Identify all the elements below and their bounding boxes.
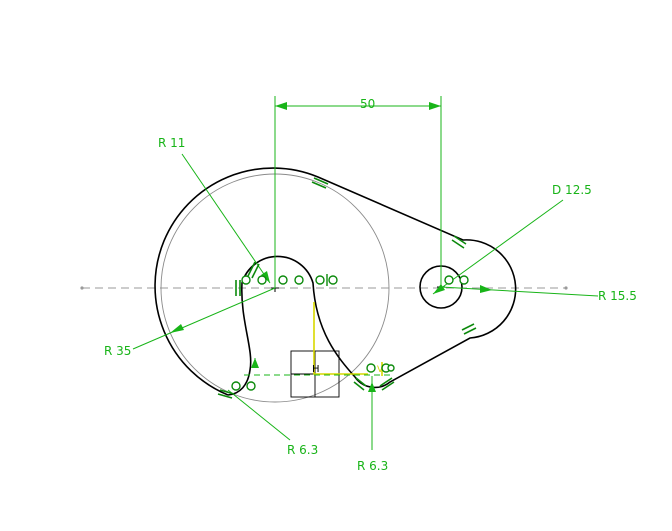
constraint-point [387,364,395,372]
horizontal-constraint-symbol: H [312,364,320,375]
dimension-r6-3-bottom-label: R 6.3 [357,459,388,473]
constraint-point [241,275,251,285]
dimension-50-label: 50 [360,97,375,111]
constraint-points-row [231,274,469,391]
constraint-point [246,381,256,391]
constraint-point [444,275,454,285]
highlight-constraint-path [313,302,368,375]
constraint-point [257,275,267,285]
dimension-r35-label: R 35 [104,344,131,358]
dimension-r6-3-left[interactable]: R 6.3 [227,358,318,457]
constraint-point [278,275,288,285]
dimension-d12-5[interactable]: D 12.5 [432,183,592,295]
tangency-marks [217,177,477,399]
vertical-constraint-symbol: V [377,365,384,375]
dimension-r11[interactable]: R 11 [158,136,271,284]
dimension-r11-label: R 11 [158,136,185,150]
dimension-r6-3-left-label: R 6.3 [287,443,318,457]
constraint-point [294,275,304,285]
axis-end-point-left [80,286,84,290]
constraint-point [315,275,325,285]
dimension-distance-50[interactable]: 50 [274,96,442,288]
constraint-point [328,275,338,285]
dimension-d12-5-label: D 12.5 [552,183,592,197]
constraint-point [231,381,241,391]
dimension-r15-5[interactable]: R 15.5 [440,285,637,303]
constraint-point [366,363,376,373]
dimension-r35[interactable]: R 35 [104,287,276,358]
axis-end-point-right [564,286,568,290]
dimension-r6-3-bottom[interactable]: R 6.3 [357,376,388,473]
dimension-r15-5-label: R 15.5 [598,289,637,303]
outer-profile[interactable] [154,167,517,396]
constraint-point [459,275,469,285]
